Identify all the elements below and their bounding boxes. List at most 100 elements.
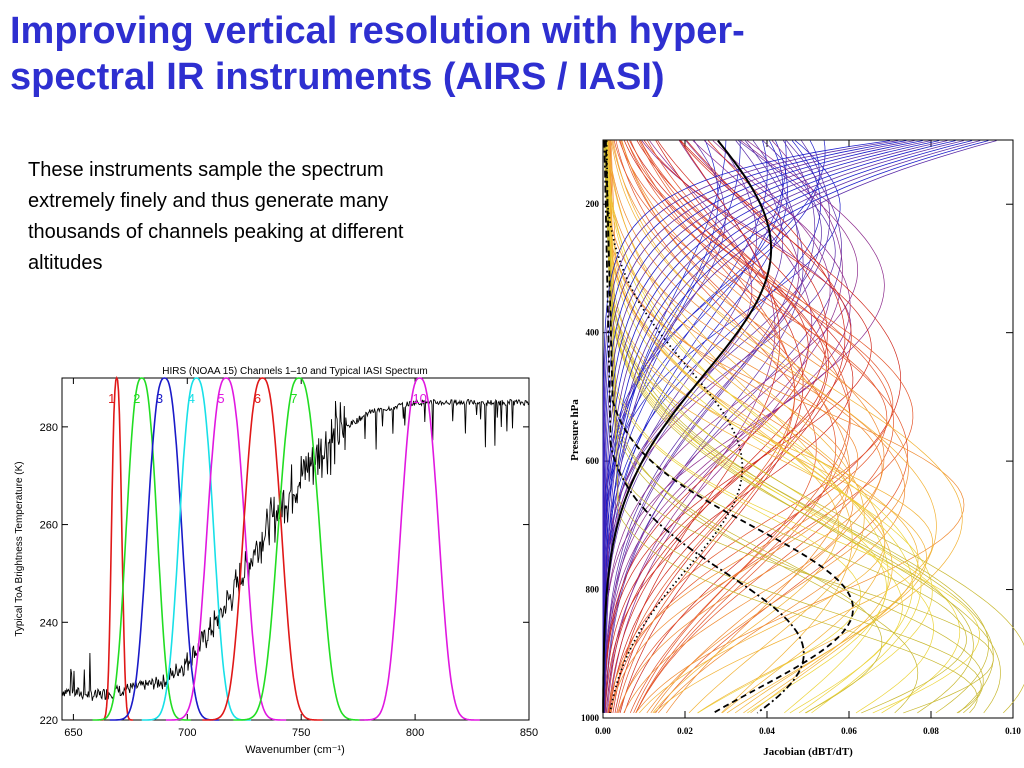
jacobian-curve [605,140,813,713]
jacobian-curve [607,140,853,714]
jacobian-curve [607,140,886,714]
jacobian-curve [616,140,796,713]
hirs-chart: HIRS (NOAA 15) Channels 1–10 and Typical… [14,366,538,756]
jacobian-curve [603,140,831,713]
jacobian-x-tick-label: 0.08 [923,726,939,736]
hirs-x-tick-label: 800 [406,727,424,739]
jacobian-curve [603,140,885,713]
jacobian-curve [606,140,933,714]
hirs-channel-curves [92,375,480,721]
jacobian-curve [602,140,836,713]
jacobian-x-tick-label: 0.00 [595,726,611,736]
jacobian-curve [606,140,889,714]
hirs-x-tick-label: 700 [178,727,196,739]
hirs-channel-7-curve [233,377,365,721]
jacobian-strat-curve [603,140,989,713]
jacobian-curve [610,140,965,714]
hirs-y-tick-label: 260 [40,520,58,532]
jacobian-dotted-black-curve [605,140,744,714]
hirs-channel-10-curve [359,377,480,721]
jacobian-curve [635,140,851,714]
jacobian-strat-curve [603,140,981,713]
jacobian-x-tick-label: 0.06 [841,726,857,736]
jacobian-x-axis-label: Jacobian (dBT/dT) [763,746,853,758]
jacobian-x-tick-label: 0.02 [677,726,693,736]
hirs-plot-frame [61,377,530,721]
jacobian-curve [606,140,887,714]
hirs-channel-2-curve [92,377,191,721]
hirs-y-tick-label: 240 [40,617,58,629]
jacobian-curve [603,140,799,713]
jacobian-curve [604,140,842,713]
hirs-channel-1-label: 1 [108,391,115,406]
hirs-chart-title: HIRS (NOAA 15) Channels 1–10 and Typical… [162,366,428,377]
jacobian-axes: 0.00 0.02 0.04 0.06 0.08 0.10 200 400 600 800 1000 [581,140,1021,736]
hirs-y-tick-label: 280 [40,422,58,434]
jacobian-curve [619,140,837,714]
jacobian-curve [602,140,858,713]
body-line-4: altitudes [28,252,103,274]
jacobian-x-tick-label: 0.10 [1005,726,1021,736]
jacobian-curve [605,140,980,714]
jacobian-dashdot-black-curve [603,140,805,714]
jacobian-curve [619,140,804,713]
jacobian-x-tick-label: 0.04 [759,726,775,736]
jacobian-y-tick-label: 400 [586,328,600,338]
jacobian-chart: 0.00 0.02 0.04 0.06 0.08 0.10 200 400 600 800 1000… [569,139,1024,758]
hirs-channel-3-curve [109,377,220,721]
jacobian-curve [603,140,851,713]
jacobian-highlight-curves [602,139,855,714]
jacobian-y-tick-label: 1000 [581,713,600,723]
jacobian-y-axis-label: Pressure hPa [569,399,581,461]
jacobian-curve [604,140,854,713]
hirs-y-axis-label: Typical ToA Brightness Temperature (K) [14,461,25,636]
jacobian-curve [615,140,817,714]
body-line-3: thousands of channels peaking at differe… [28,221,404,243]
body-line-2: extremely finely and thus generate many [28,190,389,212]
jacobian-plot-frame [602,139,1014,719]
jacobian-curve [611,140,909,714]
jacobian-strat-curve [604,140,997,713]
title-line-2: spectral IR instruments (AIRS / IASI) [10,56,665,98]
iasi-spectrum-line [61,398,529,701]
body-paragraph: These instruments sample the spectrum ex… [28,155,528,279]
jacobian-y-tick-label: 800 [586,585,600,595]
jacobian-curve [607,140,922,714]
jacobian-curve [603,140,982,714]
jacobian-curve [618,140,914,714]
jacobian-curve [623,140,902,714]
jacobian-curve [604,140,827,713]
jacobian-curve [607,140,919,714]
jacobian-curve [607,140,886,714]
jacobian-curve [605,140,994,714]
hirs-channel-5-curve [165,377,287,721]
jacobian-curve [609,140,888,713]
hirs-channel-7-label: 7 [290,391,297,406]
hirs-channel-10-label: 10 [412,391,426,406]
jacobian-dashed-black-curve [605,140,855,714]
jacobian-y-tick-label: 200 [586,199,600,209]
jacobian-curve [605,140,804,713]
hirs-channel-4-label: 4 [188,391,195,406]
jacobian-curve [603,140,809,713]
jacobian-strat-curve [602,140,956,713]
hirs-x-tick-label: 750 [292,727,310,739]
jacobian-curve [633,140,851,714]
hirs-channel-6-curve [202,377,323,721]
hirs-channel-5-label: 5 [217,391,224,406]
jacobian-curve [603,140,872,713]
jacobian-curve [635,140,894,714]
hirs-channel-3-label: 3 [156,391,163,406]
jacobian-y-tick-label: 600 [586,456,600,466]
hirs-channel-4-curve [141,377,252,721]
jacobian-curve [612,140,781,713]
jacobian-curve [610,140,796,713]
jacobian-curve [606,140,852,713]
hirs-x-axis-label: Wavenumber (cm⁻¹) [245,744,345,756]
jacobian-curve [609,140,829,713]
hirs-axes: 650 700 750 800 850 220 240 260 280 [40,378,538,739]
hirs-channel-labels: 1 2 3 4 5 6 7 10 [108,391,427,406]
body-line-1: These instruments sample the spectrum [28,159,384,181]
jacobian-curve [621,140,851,714]
hirs-y-tick-label: 220 [40,715,58,727]
